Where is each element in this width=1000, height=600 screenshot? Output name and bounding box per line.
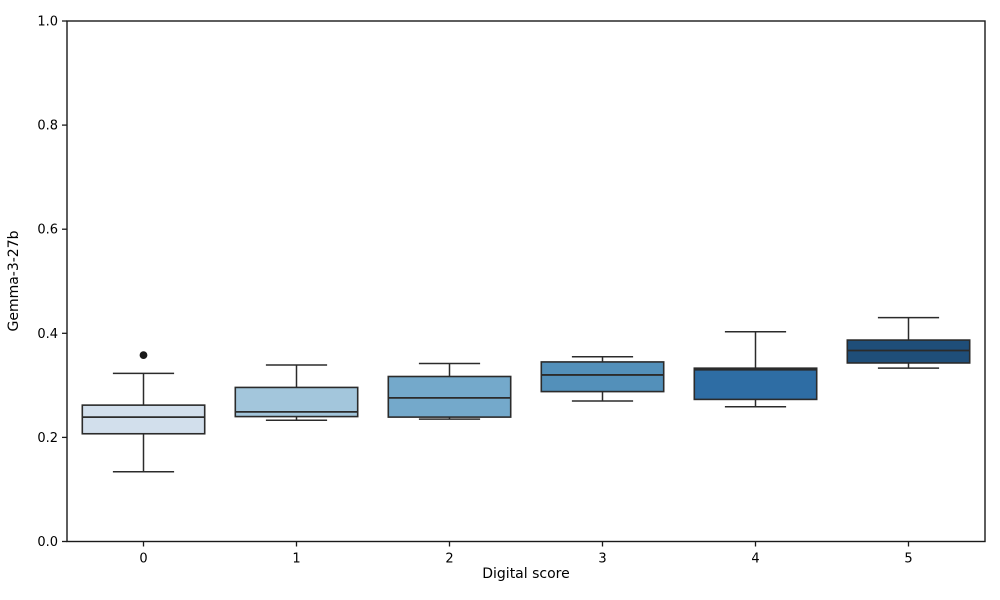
x-tick-label: 3	[598, 552, 606, 567]
y-tick-label: 0.0	[37, 535, 58, 550]
y-tick-label: 0.6	[37, 223, 58, 238]
y-tick-label: 1.0	[37, 15, 58, 30]
box-cat-0	[81, 404, 206, 435]
x-tick-label: 2	[445, 552, 453, 567]
y-tick-label: 0.4	[37, 327, 58, 342]
y-tick-label: 0.8	[37, 119, 58, 134]
x-tick-label: 4	[751, 552, 759, 567]
x-tick-label: 1	[292, 552, 300, 567]
x-tick-label: 0	[139, 552, 147, 567]
x-axis-label: Digital score	[482, 566, 570, 582]
box-cat-3	[540, 361, 665, 393]
y-axis-label: Gemma-3-27b	[6, 230, 22, 332]
box-cat-4	[693, 367, 818, 401]
plot-frame	[66, 20, 986, 543]
outlier-point	[139, 351, 148, 360]
x-tick-label: 5	[904, 552, 912, 567]
box-cat-5	[846, 339, 971, 364]
box-cat-2	[387, 375, 512, 418]
y-tick-label: 0.2	[37, 431, 58, 446]
